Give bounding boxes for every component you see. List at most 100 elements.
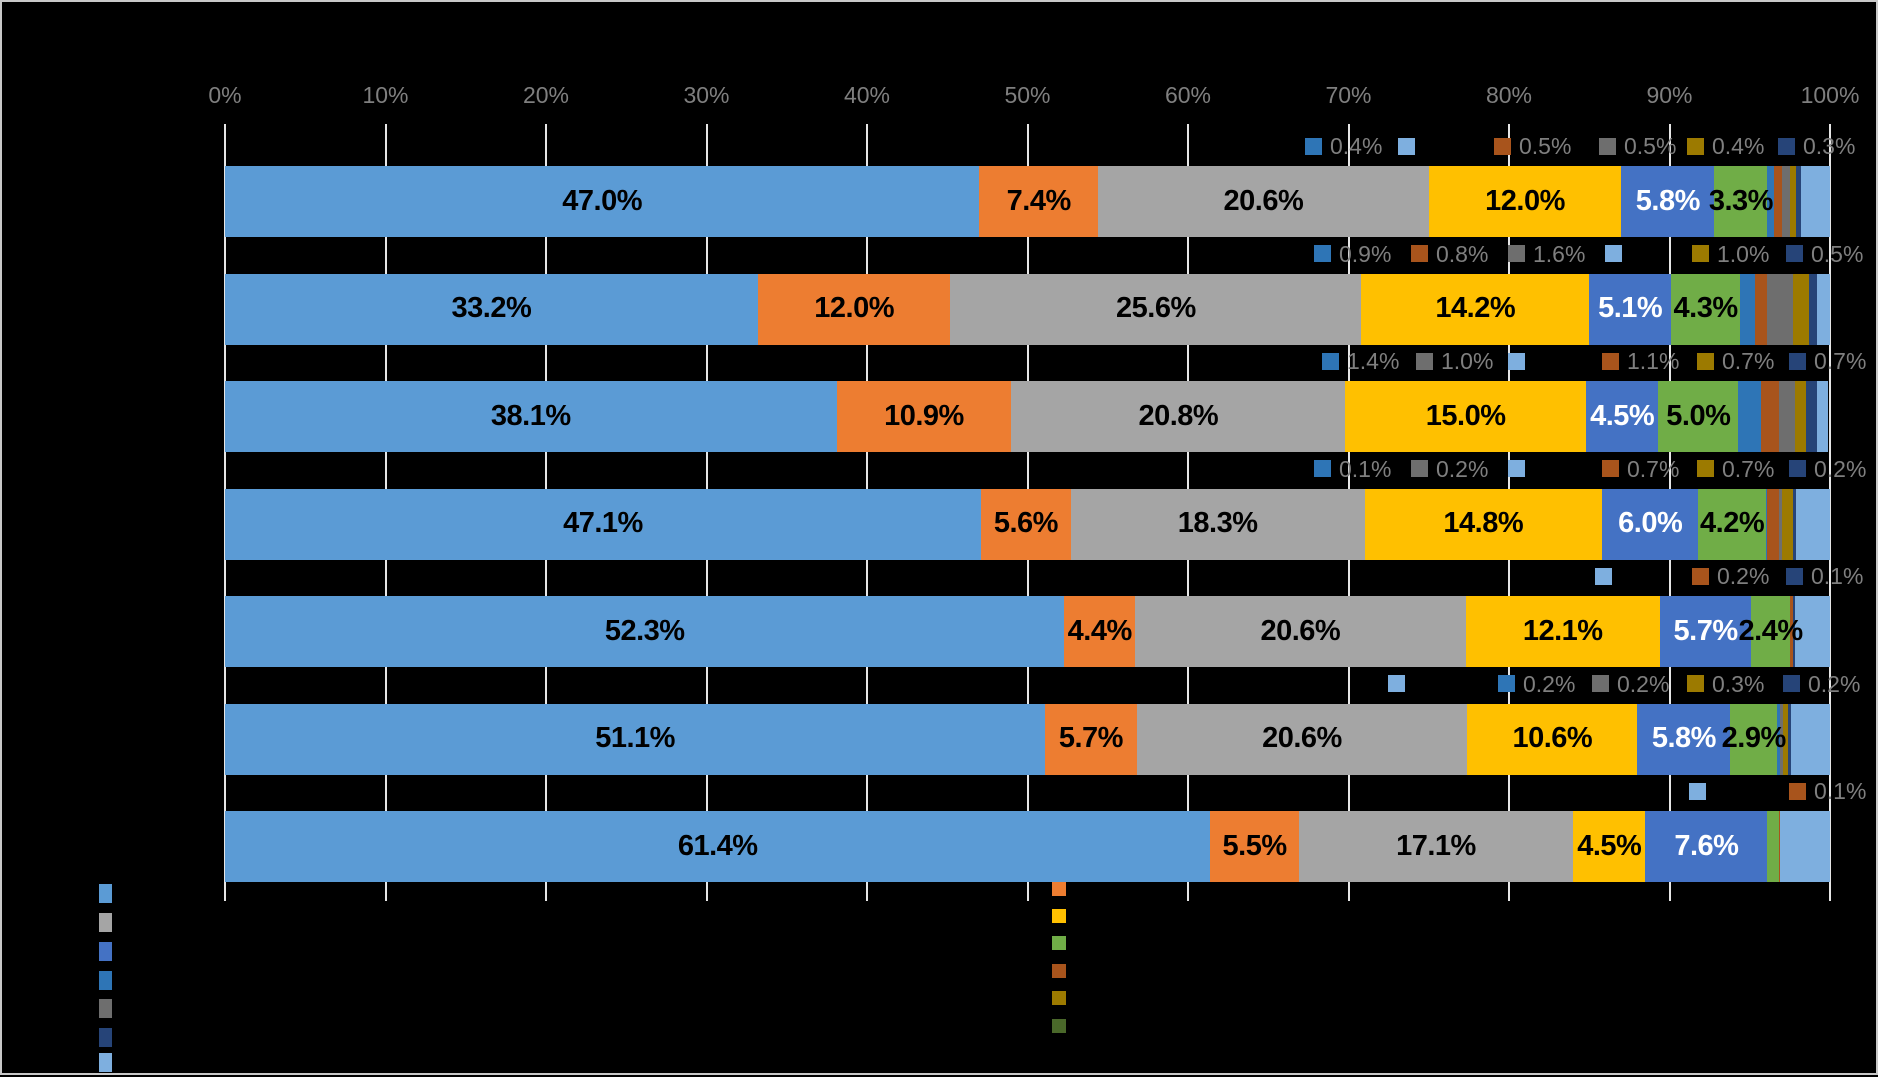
bar-segment-dark_gray [1780,703,1784,775]
segment-value-label: 5.8% [1635,184,1701,217]
bar-segment-dark_yellow [1793,273,1810,345]
bar-segment-dark_orange [1760,381,1779,452]
callout-swatch-dark_orange [1789,782,1806,800]
segment-value-label: 5.1% [1598,291,1663,324]
bar-segment-blue: 52.3% [225,596,1065,667]
callout-swatch-dark_gray [1592,675,1609,692]
bar-segment-orange: 4.4% [1064,596,1136,667]
callout-value: 0.1% [1814,778,1867,804]
bar-segment-orange: 7.4% [979,166,1099,237]
callout-swatch-navy [1789,352,1806,370]
segment-value-label: 61.4% [677,829,758,862]
bar-segment-dark_orange [1773,166,1782,237]
bar-segment-light_blue [1801,166,1830,237]
bar-segment-gray: 20.6% [1098,166,1429,237]
bar-segment-gray: 20.6% [1135,596,1466,667]
bar-segment-dark_yellow [1789,166,1797,237]
axis-tick-label: 30% [683,82,730,108]
callout-dark_yellow: 0.4% [1687,133,1765,159]
callout-swatch-navy [1786,567,1803,585]
callout-swatch-light_blue [1595,567,1612,585]
segment-value-label: 5.7% [1058,721,1124,754]
bar-segment-light_blue [1794,596,1830,667]
callout-dark_orange: 1.1% [1602,350,1679,373]
bar-segment-orange: 5.5% [1210,811,1299,882]
bar-segment-orange: 10.9% [836,381,1012,452]
segment-value-label: 4.3% [1673,291,1739,324]
callout-value: 0.2% [1808,670,1861,697]
bar-row: 47.1% 5.6% 18.3% 14.8% 6.0% 4.2% [225,488,1830,560]
callout-value: 1.4% [1347,348,1400,374]
legend-swatch-dark_blue [99,971,112,990]
segment-value-label: 5.6% [993,506,1059,539]
callout-navy: 0.2% [1789,457,1866,480]
bar-segment-light_blue [1796,488,1830,560]
callout-dark_orange: 0.2% [1692,565,1769,588]
callout-swatch-light_blue [1689,782,1706,800]
callout-swatch-navy [1783,675,1800,692]
bar-segment-blue: 61.4% [225,811,1211,882]
callout-swatch-dark_yellow [1692,245,1709,262]
callout-light_blue [1388,673,1405,695]
segment-value-label: 5.0% [1666,399,1731,432]
bar-segment-green: 2.9% [1722,703,1786,775]
segment-value-label: 4.2% [1700,506,1765,539]
bar-segment-yellow: 12.1% [1465,596,1660,667]
callout-value: 1.0% [1441,348,1494,374]
callout-swatch-dark_yellow [1687,675,1704,692]
segment-value-label: 12.0% [814,291,895,324]
segment-value-label: 7.4% [1006,184,1072,217]
axis-tick-label: 10% [362,82,409,108]
axis-tick-label: 90% [1646,82,1693,108]
callout-swatch-dark_gray [1508,245,1525,262]
callout-swatch-dark_blue [1314,460,1331,477]
callout-swatch-dark_blue [1314,245,1331,262]
axis-tick-label: 70% [1325,82,1372,108]
bar-segment-dark_orange [1767,488,1779,560]
bar-segment-dark_gray [1781,166,1790,237]
bar-row: 61.4% 5.5% 17.1% 4.5% 7.6% [225,811,1830,882]
bar-segment-green: 4.3% [1671,273,1741,345]
segment-value-label: 15.0% [1425,399,1506,432]
callout-navy: 0.7% [1789,350,1866,373]
bar-segment-blue: 47.0% [225,166,980,237]
bar-segment-gray: 18.3% [1070,488,1365,560]
bar-segment-dark_yellow [1781,488,1794,560]
bar-row: 51.1% 5.7% 20.6% 10.6% 5.8% 2.9% [225,703,1830,775]
bar-segment-blue: 33.2% [225,273,758,345]
callout-swatch-light_blue [1398,137,1415,155]
bar-segment-yellow: 15.0% [1345,381,1587,452]
bar-segment-royal_blue: 4.5% [1586,381,1659,452]
callout-swatch-navy [1789,460,1806,477]
bar-segment-dark_blue [1776,703,1781,775]
callout-dark_yellow: 0.3% [1687,672,1764,695]
segment-value-label: 2.9% [1721,721,1787,754]
callout-dark_gray: 0.5% [1599,135,1676,158]
bar-segment-royal_blue: 6.0% [1602,488,1699,560]
segment-value-label: 5.7% [1673,614,1739,647]
bar-segment-navy [1805,381,1818,452]
callout-value: 0.1% [1811,563,1864,589]
bar-segment-orange: 5.6% [980,488,1071,560]
bar-segment-light_blue [1791,703,1830,775]
callout-swatch-dark_gray [1599,137,1616,155]
callout-value: 0.5% [1519,133,1572,159]
bar-segment-yellow: 14.2% [1361,273,1590,345]
callout-light_blue [1605,243,1622,265]
callout-value: 0.4% [1330,133,1383,159]
segment-value-label: 18.3% [1177,506,1258,539]
callout-value: 0.3% [1803,133,1856,159]
segment-value-label: 4.5% [1590,399,1655,432]
callout-swatch-light_blue [1605,245,1622,262]
bar-segment-light_blue [1780,811,1830,882]
bar-segment-orange: 5.7% [1045,703,1137,775]
callout-swatch-dark_gray [1411,460,1428,477]
callout-value: 0.4% [1712,133,1765,159]
segment-value-label: 4.5% [1577,829,1642,862]
legend-swatch-yellow [1052,909,1066,923]
bar-segment-gray: 17.1% [1298,811,1574,882]
bar-segment-royal_blue: 5.7% [1659,596,1752,667]
callout-dark_blue: 0.2% [1498,672,1575,695]
segment-value-label: 20.6% [1260,614,1341,647]
segment-value-label: 2.4% [1738,614,1804,647]
